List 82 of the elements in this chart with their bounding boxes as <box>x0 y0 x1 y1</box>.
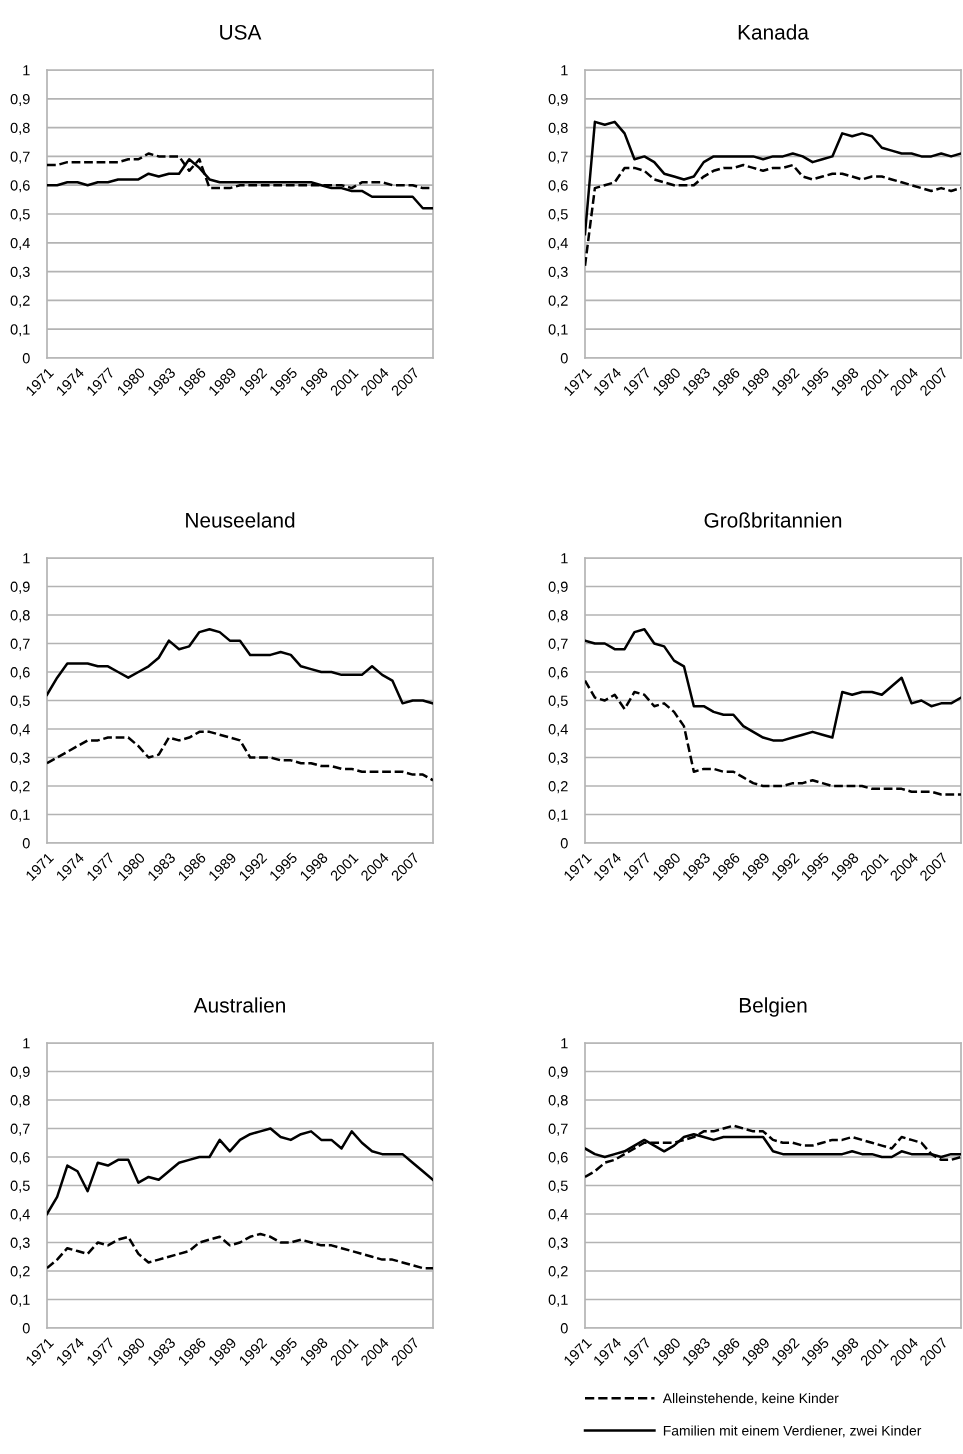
y-tick-label: 0,9 <box>548 93 568 106</box>
y-tick-label: 0 <box>22 838 30 849</box>
legend-label: Familien mit einem Verdiener, zwei Kinder <box>663 1425 922 1438</box>
y-tick-label: 0,7 <box>548 1123 568 1136</box>
y-tick-label: 0 <box>560 1323 568 1334</box>
y-tick-label: 0,7 <box>10 638 30 651</box>
y-tick-label: 0,5 <box>10 209 30 222</box>
y-tick-label: 0,3 <box>548 752 568 765</box>
y-tick-label: 0,5 <box>548 695 568 708</box>
y-tick-label: 0,3 <box>10 1237 30 1250</box>
chart-title: Großbritannien <box>704 512 842 528</box>
y-tick-label: 0,7 <box>548 151 568 164</box>
y-tick-label: 0,3 <box>10 266 30 279</box>
y-tick-label: 0,6 <box>10 667 30 680</box>
y-tick-label: 0,1 <box>548 809 568 822</box>
y-tick-label: 0,4 <box>10 1209 30 1222</box>
y-tick-label: 0,9 <box>10 581 30 594</box>
y-tick-label: 0,2 <box>548 295 568 308</box>
line-series <box>47 1232 433 1270</box>
y-tick-label: 0,9 <box>10 93 30 106</box>
y-tick-label: 0,7 <box>10 151 30 164</box>
line-series <box>47 730 433 782</box>
line-series <box>585 120 961 236</box>
y-tick-label: 0,7 <box>10 1123 30 1136</box>
line-series <box>585 679 961 796</box>
y-tick-label: 0,6 <box>10 1152 30 1165</box>
line-series <box>585 628 961 742</box>
y-tick-label: 0,2 <box>10 295 30 308</box>
y-tick-label: 1 <box>23 553 30 564</box>
chart-title: Kanada <box>738 24 809 40</box>
y-tick-label: 0,8 <box>10 610 30 623</box>
line-series <box>585 163 961 268</box>
y-tick-label: 0,5 <box>10 1180 30 1193</box>
legend-label: Alleinstehende, keine Kinder <box>662 1393 839 1405</box>
y-tick-label: 0,9 <box>548 581 568 594</box>
line-series <box>47 628 433 705</box>
y-tick-label: 0,4 <box>548 724 568 737</box>
y-tick-label: 0,5 <box>548 209 568 222</box>
y-tick-label: 0,5 <box>10 695 30 708</box>
y-tick-label: 0 <box>560 838 568 849</box>
y-tick-label: 0 <box>22 353 30 364</box>
y-tick-label: 0,4 <box>10 724 30 737</box>
y-tick-label: 0 <box>22 1323 30 1334</box>
y-tick-label: 0,2 <box>10 781 30 794</box>
y-tick-label: 1 <box>23 65 30 76</box>
y-tick-label: 0,1 <box>10 809 30 822</box>
y-tick-label: 0,8 <box>10 1095 30 1108</box>
y-tick-label: 0,3 <box>548 266 568 279</box>
y-tick-label: 0,8 <box>10 122 30 135</box>
y-tick-label: 1 <box>561 1038 568 1049</box>
y-tick-label: 0,8 <box>548 610 568 623</box>
y-tick-label: 0,2 <box>548 781 568 794</box>
y-tick-label: 0,4 <box>548 237 568 250</box>
y-tick-label: 1 <box>561 553 568 564</box>
chart-title: USA <box>220 24 262 40</box>
y-tick-label: 0,8 <box>548 122 568 135</box>
y-tick-label: 0,1 <box>10 324 30 337</box>
y-tick-label: 0,9 <box>10 1066 30 1079</box>
y-tick-label: 0,1 <box>548 1294 568 1307</box>
y-tick-label: 0,6 <box>10 180 30 193</box>
y-tick-label: 0,9 <box>548 1066 568 1079</box>
y-tick-label: 0,4 <box>10 237 30 250</box>
y-tick-label: 0,5 <box>548 1180 568 1193</box>
y-tick-label: 0,6 <box>548 180 568 193</box>
line-series <box>47 1127 433 1216</box>
y-tick-label: 0,8 <box>548 1095 568 1108</box>
y-tick-label: 1 <box>23 1038 30 1049</box>
y-tick-label: 0,1 <box>10 1294 30 1307</box>
chart-title: Neuseeland <box>186 512 295 528</box>
y-tick-label: 0,3 <box>548 1237 568 1250</box>
chart-title: Belgien <box>739 997 807 1017</box>
y-tick-label: 0,6 <box>548 667 568 680</box>
y-tick-label: 0,2 <box>10 1266 30 1279</box>
y-tick-label: 0 <box>560 353 568 364</box>
chart-title: Australien <box>193 997 285 1013</box>
y-tick-label: 0,3 <box>10 752 30 765</box>
y-tick-label: 0,6 <box>548 1152 568 1165</box>
y-tick-label: 1 <box>561 65 568 76</box>
y-tick-label: 0,4 <box>548 1209 568 1222</box>
y-tick-label: 0,2 <box>548 1266 568 1279</box>
y-tick-label: 0,1 <box>548 324 568 337</box>
y-tick-label: 0,7 <box>548 638 568 651</box>
